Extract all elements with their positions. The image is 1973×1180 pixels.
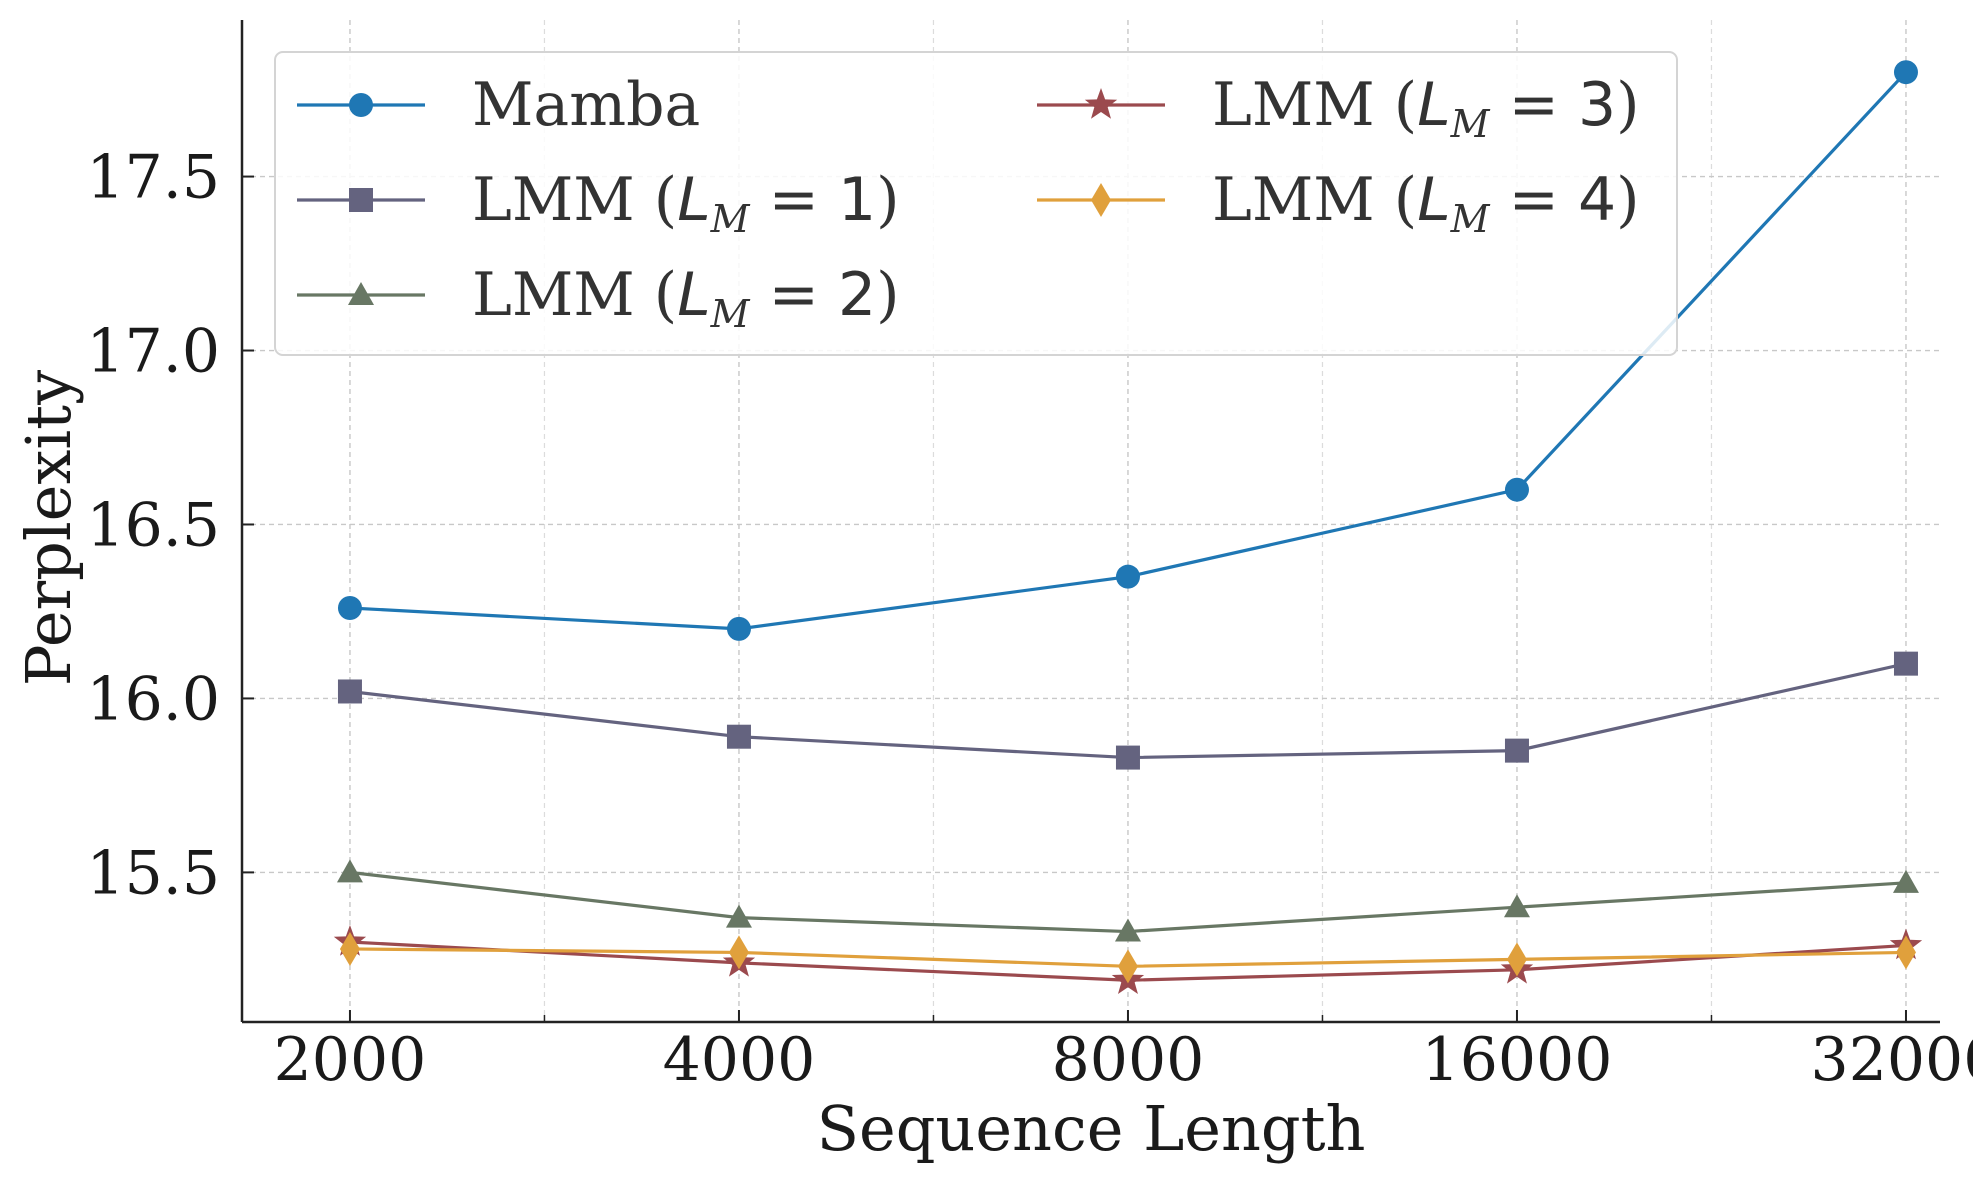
data-point — [1504, 738, 1529, 763]
x-tick-label: 32000 — [1811, 1025, 1973, 1095]
axes — [240, 20, 1940, 1024]
data-point — [336, 859, 363, 883]
series-lmm-4 — [339, 931, 1916, 984]
legend-label: LMM (LM = 1) — [472, 165, 900, 241]
data-point — [725, 904, 752, 928]
x-axis-label: Sequence Length — [817, 1092, 1366, 1165]
legend-marker — [348, 282, 374, 305]
data-point — [1115, 745, 1140, 770]
data-point — [339, 931, 360, 966]
legend-item: LMM (LM = 4) — [1037, 165, 1640, 241]
legend-marker — [349, 188, 373, 212]
tick-labels: 2000 4000 8000 16000 32000 15.5 16.0 16.5 17.0 17… — [86, 143, 1973, 1095]
series-lmm-1 — [337, 651, 1918, 770]
data-point — [1503, 894, 1530, 918]
legend-item: Mamba — [297, 70, 700, 140]
data-point — [1893, 60, 1918, 85]
data-point — [728, 935, 749, 970]
data-point — [1504, 477, 1529, 502]
y-axis-label: Perplexity — [12, 370, 85, 686]
legend-marker — [1091, 183, 1111, 217]
data-point — [1506, 942, 1527, 977]
data-point — [726, 616, 751, 641]
data-point — [1117, 949, 1138, 984]
y-tick-label: 16.5 — [86, 490, 220, 560]
legend-label: LMM (LM = 2) — [472, 260, 900, 336]
y-tick-label: 17.0 — [86, 317, 220, 387]
legend-label: LMM (LM = 3) — [1212, 70, 1640, 146]
legend: Mamba LMM (LM = 1) LMM (LM = 2) LMM (LM = 3… — [274, 51, 1678, 356]
x-tick-label: 2000 — [274, 1025, 427, 1095]
legend-item: LMM (LM = 2) — [297, 260, 900, 336]
x-tick-label: 16000 — [1422, 1025, 1613, 1095]
y-tick-label: 15.5 — [86, 838, 220, 908]
y-tick-label: 16.0 — [86, 664, 220, 734]
series-lmm-2 — [336, 859, 1919, 942]
legend-marker — [349, 93, 373, 117]
data-point — [1892, 869, 1919, 893]
data-point — [1895, 935, 1916, 970]
x-tick-label: 4000 — [663, 1025, 816, 1095]
legend-item: LMM (LM = 3) — [1037, 70, 1640, 146]
y-tick-label: 17.5 — [86, 143, 220, 213]
x-tick-label: 8000 — [1052, 1025, 1205, 1095]
legend-marker — [1084, 88, 1118, 119]
data-point — [726, 724, 751, 749]
legend-label: Mamba — [472, 70, 700, 140]
data-point — [1115, 564, 1140, 589]
legend-label: LMM (LM = 4) — [1212, 165, 1640, 241]
legend-item: LMM (LM = 1) — [297, 165, 900, 241]
data-point — [1114, 918, 1141, 942]
series-group — [333, 60, 1923, 994]
legend-frame — [274, 51, 1678, 356]
data-point — [1893, 651, 1918, 676]
data-point — [337, 595, 362, 620]
data-point — [337, 679, 362, 704]
